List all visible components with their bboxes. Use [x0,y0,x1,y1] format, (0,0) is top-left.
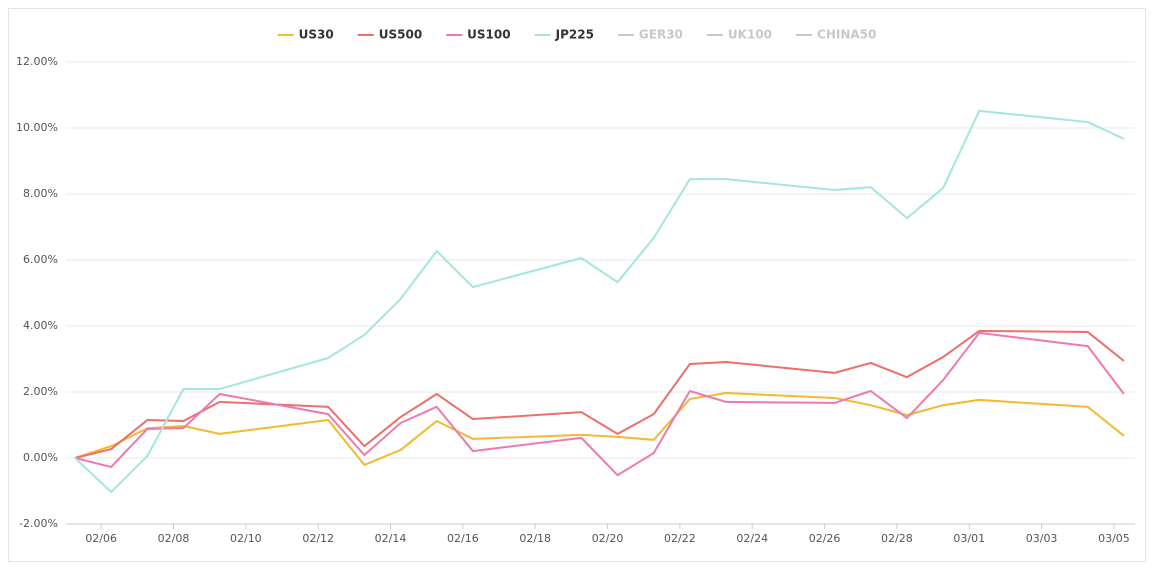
legend-label: GER30 [639,28,683,42]
x-tick-label: 02/12 [302,532,334,545]
y-tick-label: -2.00% [19,517,58,530]
legend-label: JP225 [555,28,594,42]
x-tick-label: 03/03 [1026,532,1058,545]
x-tick-label: 02/14 [375,532,407,545]
legend-item[interactable]: JP225 [534,28,594,42]
legend-label: CHINA50 [817,28,876,42]
legend-item[interactable]: US100 [446,28,511,42]
legend-label: US30 [299,28,334,42]
legend-item[interactable]: US500 [357,28,422,42]
x-tick-label: 02/16 [447,532,479,545]
chart-frame [8,8,1146,562]
x-tick-label: 02/26 [809,532,841,545]
y-tick-label: 2.00% [23,385,58,398]
legend-item[interactable]: US30 [277,28,334,42]
y-tick-label: 10.00% [16,121,58,134]
x-tick-label: 02/22 [664,532,696,545]
series-line [74,331,1125,477]
x-tick-label: 02/20 [592,532,624,545]
x-tick-label: 02/28 [881,532,913,545]
legend: US30 US500 US100 JP225 GER30 UK100 CHINA50 [277,28,876,42]
series-line [74,109,1125,493]
y-tick-label: 6.00% [23,253,58,266]
y-tick-label: 8.00% [23,187,58,200]
y-tick-label: 12.00% [16,55,58,68]
series-line [74,391,1125,466]
legend-item[interactable]: CHINA50 [796,28,876,42]
legend-item[interactable]: GER30 [617,28,683,42]
x-tick-label: 02/10 [230,532,262,545]
y-tick-label: 4.00% [23,319,58,332]
legend-item[interactable]: UK100 [706,28,772,42]
legend-label: UK100 [728,28,772,42]
legend-label: US500 [379,28,422,42]
x-tick-label: 03/01 [953,532,985,545]
x-tick-label: 03/05 [1098,532,1130,545]
x-tick-label: 02/08 [158,532,190,545]
x-tick-label: 02/24 [736,532,768,545]
y-tick-label: 0.00% [23,451,58,464]
legend-label: US100 [467,28,510,42]
x-tick-label: 02/18 [519,532,551,545]
x-tick-label: 02/06 [85,532,117,545]
